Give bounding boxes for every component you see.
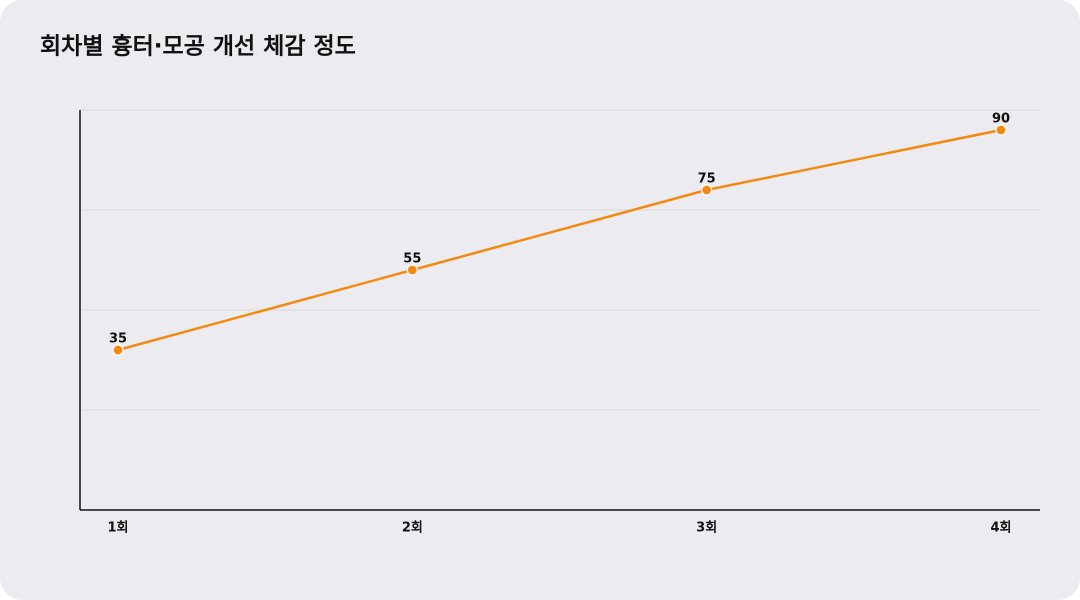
x-tick-label: 4회 [990, 520, 1011, 536]
chart-title: 회차별 흉터·모공 개선 체감 정도 [40, 34, 356, 60]
line [117, 128, 1002, 352]
x-tick-label: 1회 [107, 520, 128, 536]
data-label: 55 [403, 252, 421, 267]
data-label: 75 [698, 172, 716, 187]
point [406, 264, 418, 276]
data-label: 35 [109, 332, 127, 347]
x-tick-label: 2회 [402, 520, 423, 536]
point [701, 184, 713, 196]
x-tick-label: 3회 [696, 520, 717, 536]
data-label: 90 [992, 112, 1010, 127]
point [112, 344, 124, 356]
point [995, 124, 1007, 136]
